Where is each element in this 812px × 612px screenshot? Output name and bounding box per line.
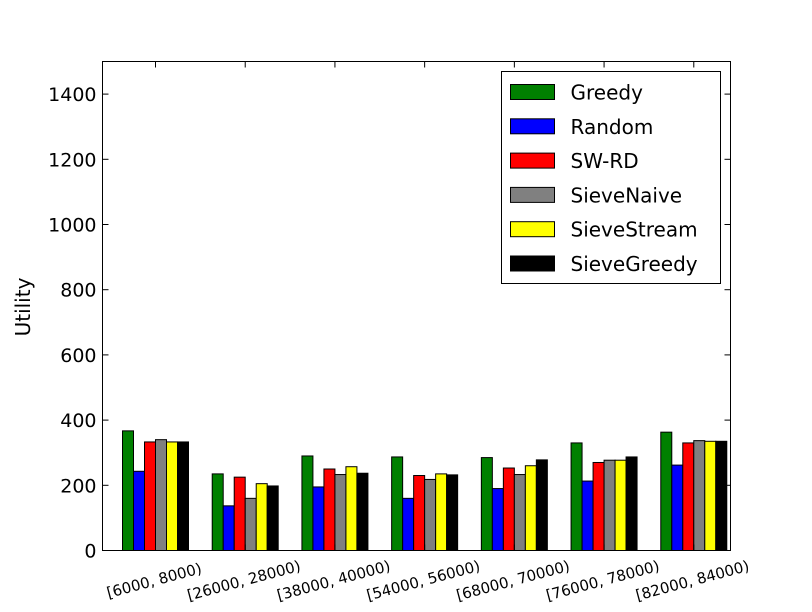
y-tick-label: 1000	[48, 215, 96, 237]
bar-sievenaive-5	[603, 459, 616, 551]
bar-sievegreedy-3	[446, 474, 459, 552]
y-tick-label: 200	[60, 475, 96, 497]
legend-swatch-greedy	[510, 84, 555, 100]
bar-random-4	[491, 488, 504, 551]
bar-sievenaive-2	[334, 474, 347, 551]
legend-swatch-sievestream	[510, 221, 555, 238]
bar-sievegreedy-4	[535, 459, 548, 552]
plot-frame	[102, 61, 731, 551]
bar-sievestream-0	[166, 441, 178, 551]
legend-swatch-sw-rd	[510, 152, 555, 169]
y-tick-label: 400	[60, 410, 96, 432]
bar-random-3	[402, 497, 415, 551]
y-tick-label: 0	[84, 541, 96, 563]
bar-sw-rd-1	[233, 476, 246, 551]
legend-label-random: Random	[571, 115, 654, 139]
bar-sievegreedy-6	[715, 440, 728, 552]
legend-box	[501, 71, 721, 284]
bar-greedy-3	[391, 456, 404, 551]
bar-sievegreedy-5	[625, 456, 638, 551]
bar-sw-rd-0	[144, 441, 156, 551]
legend-swatch-random	[510, 118, 555, 135]
bar-sievegreedy-0	[177, 441, 189, 551]
bar-sievegreedy-1	[266, 485, 279, 551]
bars-layer	[122, 430, 728, 552]
bar-sievestream-5	[614, 459, 627, 551]
bar-sievestream-1	[255, 483, 268, 552]
y-axis-label: Utility	[11, 277, 35, 336]
bar-sievestream-4	[524, 465, 537, 551]
bar-sw-rd-5	[592, 461, 605, 552]
bar-greedy-4	[480, 457, 493, 551]
legend-swatch-sievenaive	[510, 186, 555, 203]
bar-sw-rd-3	[413, 475, 426, 551]
y-tick-label: 600	[60, 345, 96, 367]
bar-sievestream-6	[704, 440, 717, 552]
legend-label-sw-rd: SW-RD	[571, 149, 639, 173]
legend-label-sievestream: SieveStream	[571, 218, 698, 242]
bar-greedy-0	[122, 430, 134, 551]
bar-sw-rd-2	[323, 468, 336, 551]
bar-sw-rd-4	[502, 467, 515, 551]
y-tick-label: 800	[60, 280, 96, 302]
y-tick-label: 1200	[48, 149, 96, 171]
bar-sievestream-2	[345, 466, 358, 551]
y-tick-label: 1400	[48, 84, 96, 106]
bar-random-0	[133, 470, 145, 552]
legend-swatch-sievegreedy	[510, 255, 555, 272]
bar-sievestream-3	[435, 473, 448, 552]
legend-label-sievegreedy: SieveGreedy	[571, 252, 698, 276]
bar-greedy-5	[570, 442, 583, 552]
bar-sievenaive-4	[513, 474, 526, 551]
bar-random-6	[671, 464, 684, 552]
legend-label-sievenaive: SieveNaive	[571, 183, 683, 207]
bar-random-5	[581, 480, 594, 552]
bar-sw-rd-6	[682, 442, 695, 552]
bar-sievenaive-0	[155, 439, 167, 551]
legend-label-greedy: Greedy	[571, 81, 644, 105]
bar-greedy-6	[660, 431, 673, 551]
bar-random-1	[222, 505, 235, 552]
bar-greedy-1	[211, 473, 224, 552]
legend: Greedy Random SW-RD SieveNaive SieveStream Si…	[501, 71, 721, 284]
bar-sievenaive-6	[693, 440, 706, 551]
bar-greedy-2	[301, 455, 314, 551]
bar-sievenaive-3	[424, 478, 437, 552]
bar-sievegreedy-2	[356, 472, 369, 552]
bar-sievenaive-1	[244, 497, 257, 551]
bar-random-2	[312, 486, 325, 551]
